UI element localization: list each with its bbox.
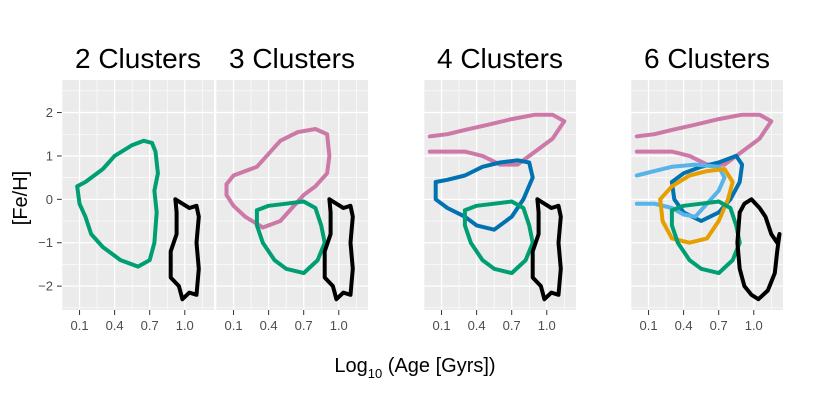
- contour-black: [530, 197, 563, 302]
- facet-title: 6 Clusters: [644, 43, 770, 74]
- contour-green: [462, 199, 535, 276]
- x-tick-label: 1.0: [176, 318, 194, 333]
- contour-green: [75, 138, 160, 269]
- facet-panel: 2 Clusters 0.1 0.4 0.7 1.0: [61, 43, 214, 333]
- x-tick-label: 1.0: [330, 318, 348, 333]
- x-tick-label: 0.1: [639, 318, 657, 333]
- y-axis-title: [Fe/H]: [10, 171, 32, 225]
- x-tick-label: 0.7: [710, 318, 728, 333]
- x-tick-label: 1.0: [745, 318, 763, 333]
- x-tick-label: 0.7: [141, 318, 159, 333]
- contour-blue: [433, 158, 535, 232]
- x-tick-label: 1.0: [538, 318, 556, 333]
- panel-background: [62, 80, 214, 310]
- contour-black: [168, 197, 201, 302]
- contour-green: [254, 199, 327, 276]
- contour-pink: [224, 127, 332, 230]
- y-axis-labels: 2 1 0 −1 −2: [38, 105, 62, 294]
- contour-pink: [427, 112, 567, 167]
- x-tick-label: 0.1: [70, 318, 88, 333]
- x-axis-title-rest: (Age [Gyrs]): [382, 355, 495, 377]
- contour-black: [735, 197, 782, 302]
- x-tick-label: 0.4: [106, 318, 124, 333]
- x-tick-label: 0.7: [503, 318, 521, 333]
- y-tick-label: −2: [38, 279, 53, 294]
- x-tick-label: 0.7: [295, 318, 313, 333]
- facet-panel: 4 Clusters 0.1 0.4 0.7 1.0: [423, 43, 576, 333]
- contour-pink: [634, 112, 774, 167]
- y-tick-label: 2: [46, 105, 53, 120]
- contour-black: [322, 197, 355, 302]
- contour-skyblue: [634, 162, 727, 219]
- x-tick-label: 0.1: [432, 318, 450, 333]
- y-tick-label: 0: [46, 192, 53, 207]
- facet-panel: 3 Clusters 0.1 0.4 0.7 1.0: [215, 43, 368, 333]
- x-axis-title: Log10 (Age [Gyrs]): [334, 355, 495, 381]
- x-tick-label: 0.4: [675, 318, 693, 333]
- facet-title: 3 Clusters: [229, 43, 355, 74]
- facet-title: 4 Clusters: [437, 43, 563, 74]
- facet-panels: 2 Clusters 0.1 0.4 0.7 1.0 3 Clusters 0.1 0.4 0.…: [61, 43, 783, 333]
- y-tick-label: −1: [38, 235, 53, 250]
- x-tick-label: 0.4: [260, 318, 278, 333]
- x-tick-label: 0.1: [224, 318, 242, 333]
- facet-title: 2 Clusters: [75, 43, 201, 74]
- facet-panel: 6 Clusters 0.1 0.4 0.7 1.0: [630, 43, 783, 333]
- panel-background: [216, 80, 368, 310]
- x-axis-title-subscript: 10: [368, 366, 382, 381]
- x-axis-title-main: Log: [334, 355, 367, 377]
- y-tick-label: 1: [46, 148, 53, 163]
- x-tick-label: 0.4: [468, 318, 486, 333]
- contour-orange: [658, 167, 735, 245]
